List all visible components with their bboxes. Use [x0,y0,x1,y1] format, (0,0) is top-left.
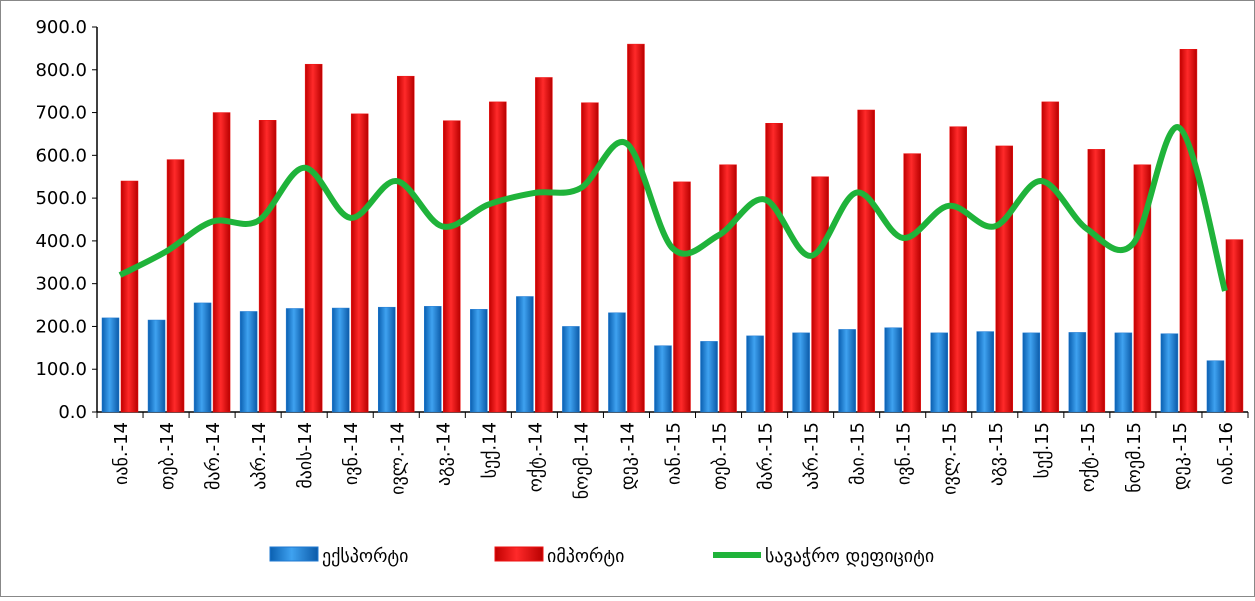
x-tick-label: მარ.-15 [756,422,777,490]
bar [976,331,995,413]
legend-label: ექსპორტი [322,546,408,567]
legend-label: სავაჭრო დეფიციტი [765,546,934,567]
x-tick-label: ივნ.-14 [341,422,362,485]
bar [608,312,626,413]
bar [516,296,534,413]
bar [1225,239,1244,413]
legend-swatch [494,546,544,562]
bar [903,153,921,413]
x-tick-label: ნოემ.-14 [571,422,592,499]
bar [838,329,856,413]
y-tick-label: 700.0 [35,103,87,124]
bar [700,341,718,413]
bar [746,335,764,413]
bar [424,306,442,413]
x-tick-label: ივლ.-14 [387,422,408,495]
bar [995,145,1014,413]
bar [239,311,258,413]
bar [212,112,231,413]
bar [470,309,488,413]
x-tick-label: ოქტ.-14 [525,422,546,492]
bar [1087,149,1106,413]
bar [1041,101,1060,413]
bar [930,332,948,413]
bar [857,109,875,413]
x-tick-label: დეკ.-14 [617,422,638,490]
bar [258,120,277,413]
bar [1179,48,1198,413]
bar [443,120,461,413]
bar [581,102,599,413]
x-tick-label: აპრ.-14 [249,422,270,490]
x-tick-label: სექ.15 [1032,422,1053,478]
x-tick-label: თებ.-15 [710,422,731,490]
x-tick-label: აპრ.-15 [802,422,823,490]
x-tick-label: მაის-14 [295,422,316,489]
bar [949,126,967,413]
x-tick-label: აგვ.-14 [433,422,454,486]
bar [765,123,783,413]
bar [673,181,691,413]
bar [101,317,120,413]
x-tick-label: იან.-16 [1216,422,1237,485]
bar [285,308,304,413]
bar [1206,360,1225,413]
bar [792,332,810,413]
y-tick-label: 300.0 [35,274,87,295]
y-tick-label: 100.0 [35,359,87,380]
x-tick-label: იან.-15 [664,422,685,485]
y-tick-label: 200.0 [35,316,87,337]
bar [719,164,737,413]
x-tick-label: მაი.-15 [848,422,869,485]
x-tick-label: იან.-14 [111,422,132,485]
x-tick-label: ნოემ.15 [1124,422,1145,493]
x-tick-label: ოქტ.-15 [1078,422,1099,492]
x-tick-label: სექ.14 [479,422,500,478]
y-tick-label: 0.0 [58,402,87,423]
bar [811,176,829,413]
bar [1114,332,1133,413]
x-tick-label: ივლ.-15 [940,422,961,495]
bar [120,180,139,413]
bar [331,307,350,413]
y-tick-label: 800.0 [35,60,87,81]
x-tick-label: თებ.-14 [157,422,178,490]
y-tick-label: 900.0 [35,17,87,38]
y-tick-label: 500.0 [35,188,87,209]
bar [884,327,902,413]
bar [627,43,645,413]
bar [147,319,166,413]
bar [1133,164,1152,413]
bar [562,326,580,413]
bar [1068,332,1087,413]
y-tick-label: 600.0 [35,145,87,166]
bar [1160,333,1179,413]
bar [396,75,415,413]
y-tick-label: 400.0 [35,231,87,252]
bar [1022,332,1041,413]
x-tick-label: დეკ.-15 [1170,422,1191,490]
bar [535,77,553,413]
bar [377,306,396,413]
bar [304,63,323,413]
x-tick-label: აგვ.-15 [986,422,1007,486]
line [118,124,1228,292]
bar [166,159,185,413]
legend-label: იმპორტი [547,546,624,567]
legend-swatch [269,546,319,562]
bar [350,113,369,413]
bar [489,101,507,413]
x-tick-label: მარ.-14 [203,422,224,490]
bar [193,302,212,413]
bar [654,345,672,413]
x-tick-label: ივნ.-15 [894,422,915,485]
